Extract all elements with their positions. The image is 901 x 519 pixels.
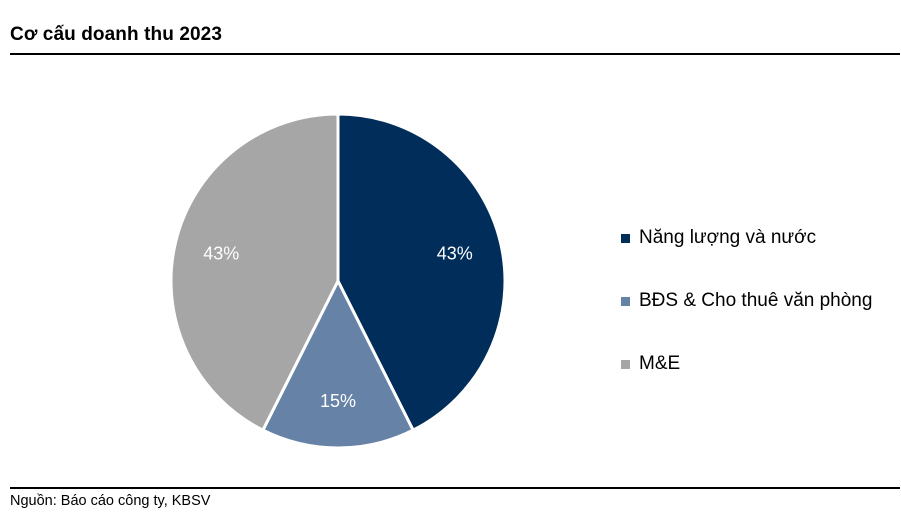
legend-swatch <box>621 359 630 369</box>
footer-divider <box>10 487 900 489</box>
pie-slice-1 <box>336 112 507 432</box>
legend-item-3: M&E <box>621 350 872 378</box>
source-note: Nguồn: Báo cáo công ty, KBSV <box>10 493 211 509</box>
pie-data-label-3: 43% <box>203 243 239 263</box>
pie-data-labels: 43% 15% 43% <box>203 243 473 411</box>
pie-slice-2 <box>261 279 415 450</box>
legend-swatch <box>621 296 630 306</box>
legend-item-1: Năng lượng và nước <box>621 224 872 252</box>
chart-legend: Năng lượng và nước BĐS & Cho thuê văn phò… <box>621 224 872 413</box>
pie-data-label-1: 43% <box>437 243 473 263</box>
legend-swatch <box>621 233 630 243</box>
chart-title: Cơ cấu doanh thu 2023 <box>10 24 222 45</box>
legend-label: M&E <box>639 353 681 374</box>
title-divider <box>10 53 900 55</box>
pie-slices <box>169 112 507 450</box>
legend-label: Năng lượng và nước <box>639 227 817 248</box>
legend-label: BĐS & Cho thuê văn phòng <box>639 290 873 311</box>
pie-slice-3 <box>169 112 340 432</box>
legend-item-2: BĐS & Cho thuê văn phòng <box>621 287 872 315</box>
pie-data-label-2: 15% <box>320 391 356 411</box>
